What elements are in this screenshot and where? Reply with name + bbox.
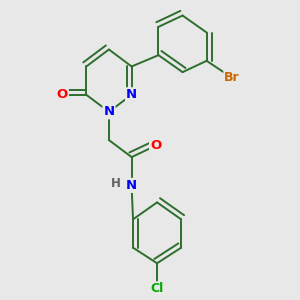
Text: N: N bbox=[126, 179, 137, 192]
Text: N: N bbox=[126, 88, 137, 101]
Text: O: O bbox=[150, 139, 161, 152]
Text: N: N bbox=[103, 105, 115, 118]
Text: Br: Br bbox=[224, 71, 240, 84]
Text: O: O bbox=[57, 88, 68, 101]
Text: Cl: Cl bbox=[151, 282, 164, 295]
Text: H: H bbox=[111, 177, 121, 190]
